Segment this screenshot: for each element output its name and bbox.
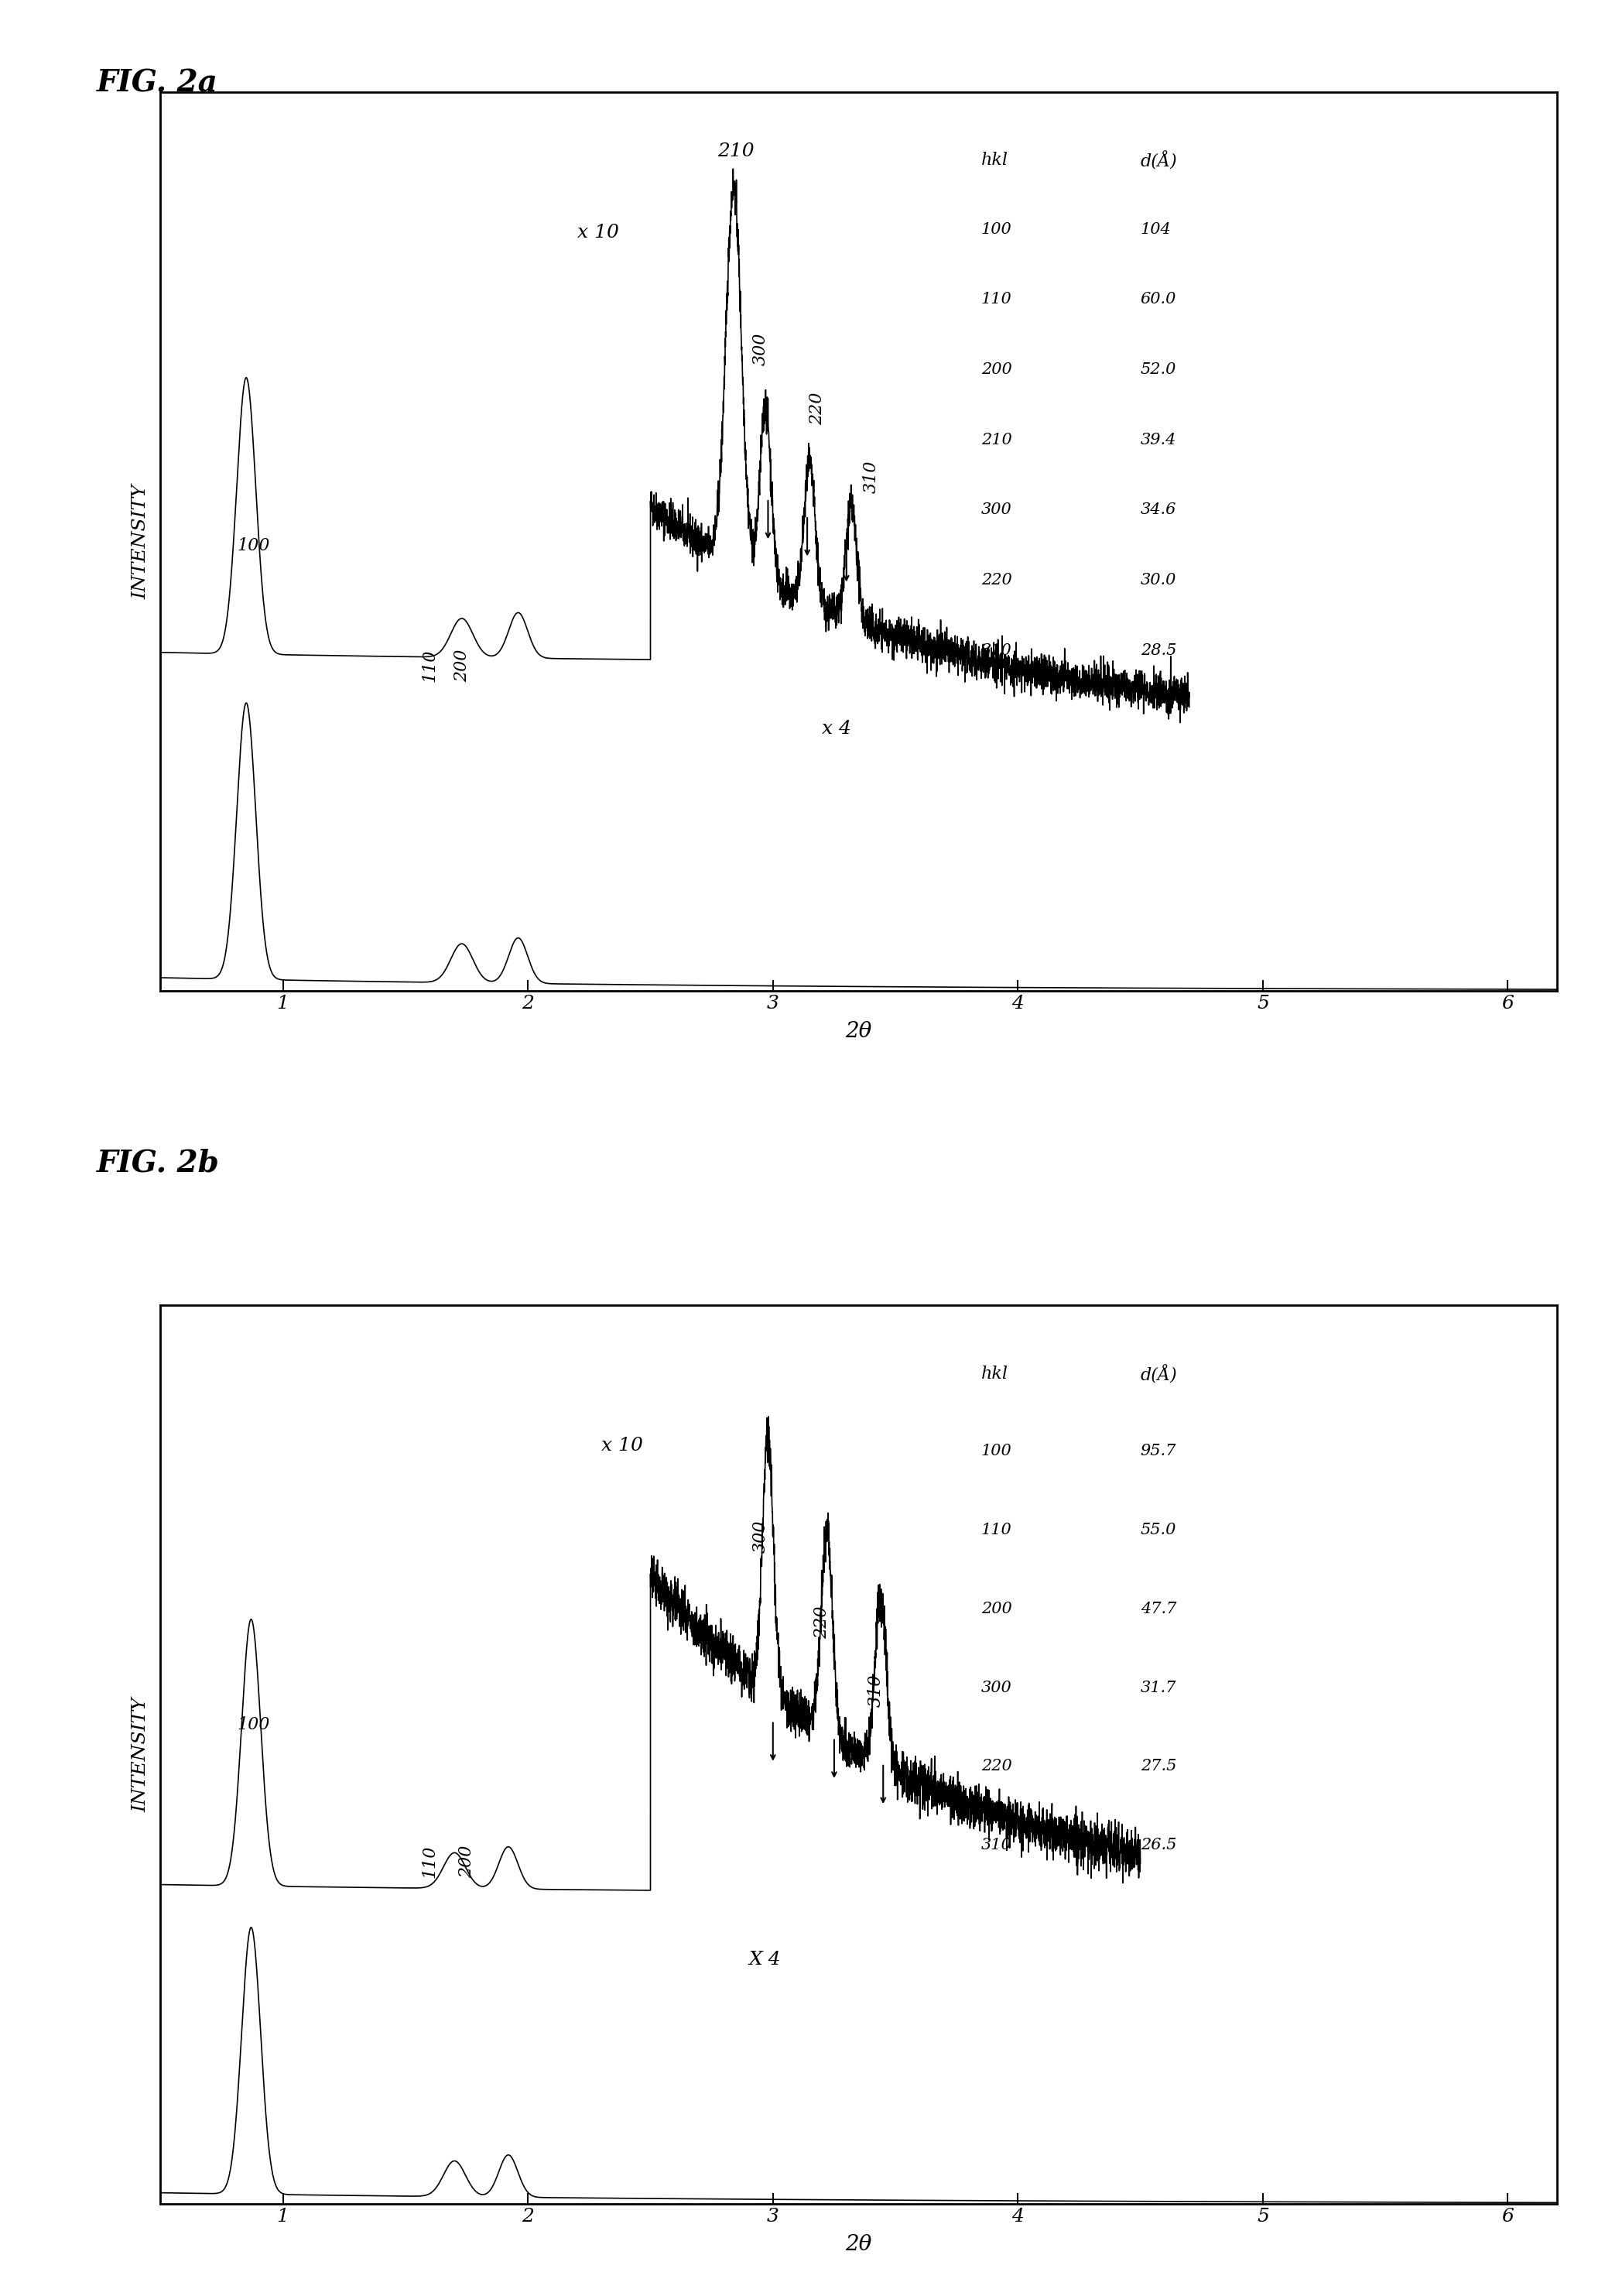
- Text: 31.7: 31.7: [1141, 1681, 1176, 1694]
- Text: 300: 300: [753, 1520, 769, 1552]
- Text: hkl: hkl: [981, 152, 1008, 170]
- Text: 34.6: 34.6: [1141, 503, 1176, 517]
- Text: FIG. 2b: FIG. 2b: [96, 1148, 220, 1178]
- Text: 26.5: 26.5: [1141, 1837, 1176, 1853]
- Text: hkl: hkl: [981, 1366, 1008, 1382]
- Text: 100: 100: [981, 223, 1011, 236]
- Text: 104: 104: [1141, 223, 1172, 236]
- Text: 95.7: 95.7: [1141, 1444, 1176, 1458]
- Text: 100: 100: [238, 1715, 270, 1733]
- Text: 220: 220: [809, 393, 825, 425]
- Text: 210: 210: [717, 142, 754, 161]
- Text: 60.0: 60.0: [1141, 292, 1176, 308]
- Text: 310: 310: [981, 1837, 1011, 1853]
- Text: FIG. 2a: FIG. 2a: [96, 69, 218, 99]
- Y-axis label: INTENSITY: INTENSITY: [132, 484, 149, 599]
- Text: x 4: x 4: [822, 721, 851, 737]
- Text: 110: 110: [981, 1522, 1011, 1538]
- Text: 300: 300: [981, 503, 1011, 517]
- Text: 310: 310: [981, 643, 1011, 659]
- Text: 220: 220: [814, 1605, 830, 1639]
- Text: 27.5: 27.5: [1141, 1759, 1176, 1775]
- Text: 310: 310: [867, 1674, 884, 1706]
- Text: 220: 220: [981, 1759, 1011, 1775]
- X-axis label: 2θ: 2θ: [846, 1022, 872, 1042]
- Text: 220: 220: [981, 574, 1011, 588]
- Text: 39.4: 39.4: [1141, 432, 1176, 448]
- Y-axis label: INTENSITY: INTENSITY: [132, 1697, 149, 1812]
- Text: 300: 300: [753, 333, 769, 365]
- Text: 28.5: 28.5: [1141, 643, 1176, 659]
- Text: 52.0: 52.0: [1141, 363, 1176, 377]
- Text: 300: 300: [981, 1681, 1011, 1694]
- Text: x 10: x 10: [576, 223, 618, 241]
- Text: 55.0: 55.0: [1141, 1522, 1176, 1538]
- Text: d(Å): d(Å): [1141, 152, 1176, 170]
- Text: 110: 110: [981, 292, 1011, 308]
- Text: 210: 210: [981, 432, 1011, 448]
- Text: 110: 110: [422, 1846, 438, 1878]
- Text: 200: 200: [457, 1846, 475, 1878]
- Text: 47.7: 47.7: [1141, 1603, 1176, 1616]
- Text: d(Å): d(Å): [1141, 1366, 1176, 1384]
- Text: 100: 100: [238, 537, 270, 553]
- Text: 200: 200: [453, 650, 470, 682]
- Text: X 4: X 4: [748, 1952, 780, 1968]
- Text: 200: 200: [981, 363, 1011, 377]
- Text: 30.0: 30.0: [1141, 574, 1176, 588]
- Text: 200: 200: [981, 1603, 1011, 1616]
- Text: 310: 310: [862, 461, 880, 494]
- X-axis label: 2θ: 2θ: [846, 2234, 872, 2255]
- Text: 100: 100: [981, 1444, 1011, 1458]
- Text: x 10: x 10: [602, 1437, 644, 1456]
- Text: 110: 110: [422, 650, 438, 682]
